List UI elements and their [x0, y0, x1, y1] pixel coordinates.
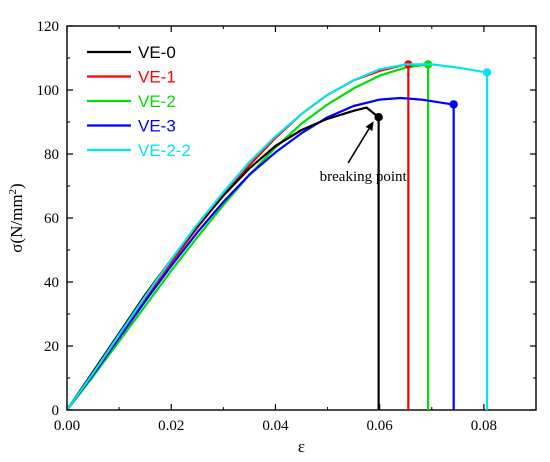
annotation-arrowhead	[365, 121, 374, 131]
y-tick-label: 60	[44, 211, 59, 227]
y-tick-label: 0	[52, 403, 60, 419]
axes-layer: 0.00 0.02 0.04 0.06 0.08 0 20 40 60 80 100 120	[37, 19, 536, 434]
break-point-ve-2-2	[482, 68, 492, 77]
annotation-arrow	[347, 128, 370, 164]
x-axis-label: ε	[298, 437, 305, 456]
break-point-ve-3	[449, 100, 458, 109]
breaking-point-annotation: breaking point	[320, 121, 408, 185]
y-axis-label-close: )	[7, 183, 26, 189]
y-tick-label: 20	[44, 339, 59, 355]
legend-label-ve-2-2: VE-2-2	[138, 141, 191, 160]
legend: VE-0 VE-1 VE-2 VE-3 VE-2-2	[87, 43, 191, 160]
y-tick-label: 80	[44, 147, 59, 163]
series-layer	[66, 60, 492, 411]
break-point-ve-0	[374, 113, 383, 122]
series-line-ve-3	[66, 96, 454, 411]
series-line-ve-0	[66, 106, 380, 411]
x-tick-label: 0.04	[262, 418, 289, 434]
y-tick-label: 40	[44, 275, 59, 291]
y-tick-label: 120	[37, 19, 60, 35]
x-tick-label: 0.08	[471, 418, 497, 434]
x-tick-label: 0.02	[158, 418, 184, 434]
x-tick-label: 0.06	[367, 418, 394, 434]
x-tick-label: 0.00	[54, 418, 80, 434]
legend-label-ve-3: VE-3	[138, 117, 176, 136]
annotation-label: breaking point	[320, 169, 408, 185]
legend-label-ve-1: VE-1	[138, 68, 176, 87]
legend-label-ve-2: VE-2	[138, 92, 176, 111]
legend-label-ve-0: VE-0	[138, 43, 176, 62]
y-axis-label-sup: 2	[7, 189, 19, 195]
y-axis-label: σ(N/mm2)	[7, 183, 26, 252]
y-tick-label: 100	[37, 83, 60, 99]
series-line-ve-2-2	[66, 63, 488, 411]
y-axis-label-main: σ(N/mm	[7, 194, 26, 252]
series-line-ve-1	[66, 63, 409, 411]
series-line-ve-2	[66, 63, 429, 411]
